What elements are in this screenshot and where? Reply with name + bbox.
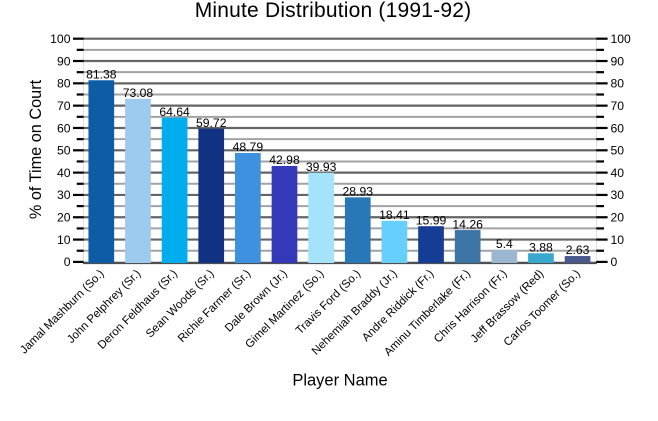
svg-text:60: 60	[611, 121, 625, 135]
svg-text:42.98: 42.98	[269, 153, 300, 167]
svg-text:40: 40	[57, 166, 71, 180]
svg-text:0: 0	[611, 255, 618, 269]
svg-text:2.63: 2.63	[566, 243, 590, 257]
svg-text:5.4: 5.4	[496, 237, 513, 251]
svg-text:18.41: 18.41	[379, 208, 410, 222]
svg-text:Player Name: Player Name	[292, 372, 387, 390]
svg-text:90: 90	[611, 54, 625, 68]
svg-text:20: 20	[611, 211, 625, 225]
svg-text:50: 50	[57, 144, 71, 158]
svg-text:10: 10	[611, 233, 625, 247]
svg-text:40: 40	[611, 166, 625, 180]
svg-text:3.88: 3.88	[529, 240, 553, 254]
svg-text:30: 30	[611, 188, 625, 202]
svg-text:10: 10	[57, 233, 71, 247]
svg-text:70: 70	[611, 99, 625, 113]
svg-text:100: 100	[611, 32, 632, 46]
svg-text:14.26: 14.26	[452, 217, 483, 231]
svg-text:73.08: 73.08	[123, 86, 154, 100]
svg-text:64.64: 64.64	[159, 105, 190, 119]
svg-text:20: 20	[57, 211, 71, 225]
svg-text:59.72: 59.72	[196, 116, 227, 130]
svg-text:60: 60	[57, 121, 71, 135]
svg-text:30: 30	[57, 188, 71, 202]
svg-text:81.38: 81.38	[86, 67, 117, 81]
svg-text:48.79: 48.79	[233, 140, 264, 154]
svg-text:28.93: 28.93	[343, 185, 374, 199]
svg-text:80: 80	[57, 77, 71, 91]
svg-text:100: 100	[50, 32, 71, 46]
svg-text:% of Time on Court: % of Time on Court	[27, 79, 45, 219]
svg-text:15.99: 15.99	[416, 213, 447, 227]
svg-text:39.93: 39.93	[306, 160, 337, 174]
svg-text:80: 80	[611, 77, 625, 91]
svg-text:90: 90	[57, 54, 71, 68]
svg-text:Minute Distribution (1991-92): Minute Distribution (1991-92)	[195, 0, 472, 22]
svg-text:0: 0	[64, 255, 71, 269]
svg-text:50: 50	[611, 144, 625, 158]
svg-text:70: 70	[57, 99, 71, 113]
